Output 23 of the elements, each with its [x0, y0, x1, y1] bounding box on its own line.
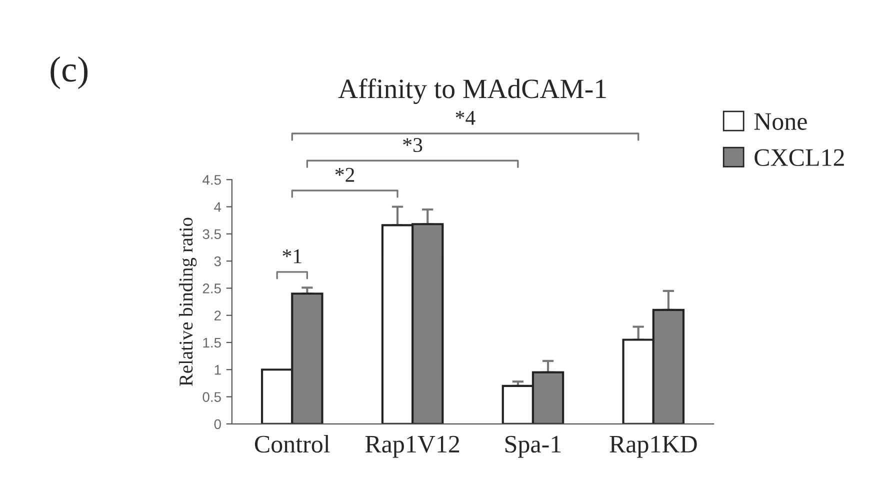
y-tick-label: 2	[214, 310, 221, 320]
x-tick-label: Control	[254, 435, 330, 453]
y-tick-label: 4	[214, 202, 222, 212]
text: *3	[403, 138, 422, 152]
y-tick-label: 0.5	[202, 392, 221, 402]
y-axis-title: Relative binding ratio	[178, 218, 197, 386]
x-tick-label: Rap1KD	[610, 436, 697, 458]
x-tick-label: Rap1V12	[365, 436, 460, 458]
text: (c)	[50, 56, 88, 90]
annotation: *1	[282, 249, 302, 264]
annotation: *2	[335, 168, 354, 182]
y-tick-label: 3	[214, 256, 221, 266]
y-tick-label: 4.5	[202, 175, 221, 185]
chart-title: Affinity to MAdCAM-1	[338, 78, 606, 104]
y-tick-label: 1	[214, 365, 221, 375]
legend-label: None	[754, 113, 807, 130]
x-tick-label: Spa-1	[505, 436, 561, 458]
y-tick-label: 1.5	[203, 338, 221, 348]
y-tick-label: 3.5	[202, 229, 221, 240]
legend-label: CXCL12	[754, 149, 844, 166]
y-tick-label: 0	[214, 419, 221, 430]
y-tick-label: 2.5	[202, 284, 221, 294]
text: *4	[456, 110, 476, 125]
